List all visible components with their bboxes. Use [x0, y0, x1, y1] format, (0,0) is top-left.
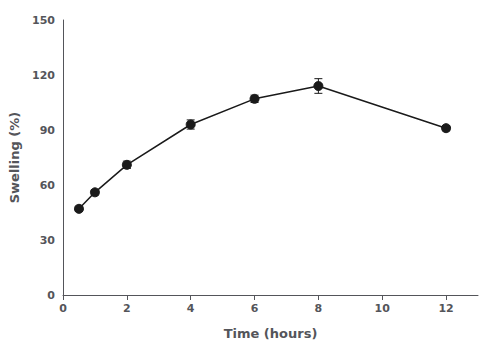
svg-text:12: 12 — [438, 302, 453, 315]
svg-text:30: 30 — [40, 234, 56, 247]
svg-text:120: 120 — [32, 69, 55, 82]
svg-text:60: 60 — [40, 179, 56, 192]
svg-text:8: 8 — [315, 302, 323, 315]
svg-text:90: 90 — [40, 124, 56, 137]
svg-text:10: 10 — [375, 302, 391, 315]
svg-text:150: 150 — [32, 14, 55, 27]
svg-text:0: 0 — [47, 289, 55, 302]
svg-text:Swelling (%): Swelling (%) — [7, 112, 22, 204]
svg-text:Time (hours): Time (hours) — [224, 326, 318, 341]
svg-text:2: 2 — [123, 302, 131, 315]
svg-text:6: 6 — [251, 302, 259, 315]
svg-text:4: 4 — [187, 302, 195, 315]
svg-text:0: 0 — [59, 302, 67, 315]
